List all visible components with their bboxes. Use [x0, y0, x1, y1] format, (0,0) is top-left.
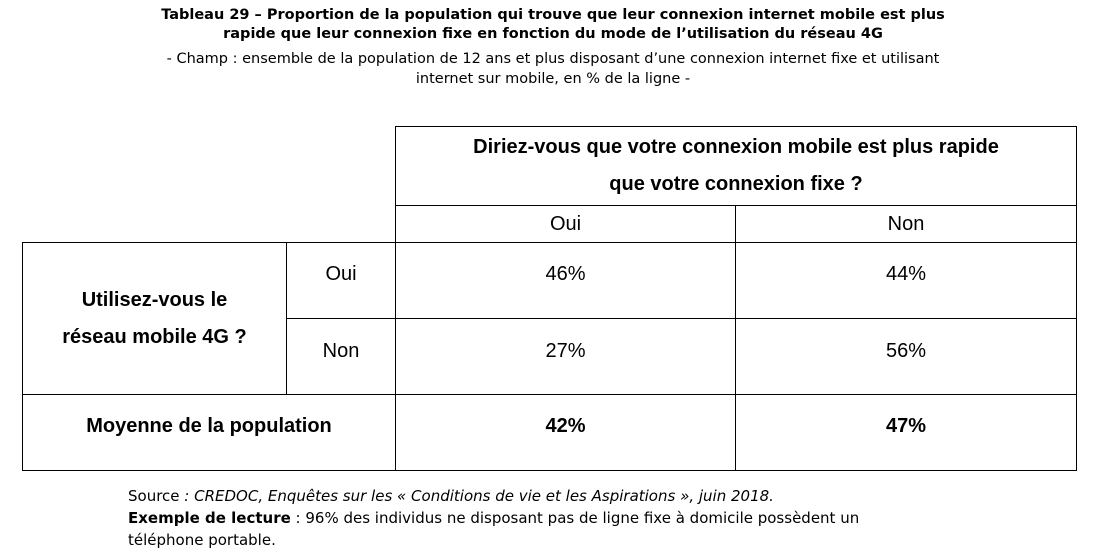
divider — [1076, 126, 1077, 471]
cell-non-oui: 27% — [545, 339, 586, 362]
row-label-oui: Oui — [325, 262, 357, 285]
average-non: 47% — [885, 414, 927, 437]
divider — [735, 205, 736, 471]
row-question-line1: Utilisez-vous le — [81, 288, 228, 311]
divider — [22, 470, 1077, 471]
row-question: Utilisez-vous le réseau mobile 4G ? — [23, 243, 286, 394]
source-text: : CREDOC, Enquêtes sur les « Conditions … — [184, 487, 774, 505]
example-label: Exemple de lecture — [128, 509, 291, 527]
divider — [395, 126, 1077, 127]
table-title-line2: rapide que leur connexion fixe en foncti… — [223, 26, 883, 42]
column-question-line2: que votre connexion fixe ? — [609, 173, 863, 195]
scope-line2: internet sur mobile, en % de la ligne - — [415, 71, 691, 87]
average-label: Moyenne de la population — [86, 414, 332, 437]
column-header-oui: Oui — [549, 212, 582, 235]
divider — [395, 126, 396, 471]
divider — [22, 242, 23, 471]
cell-oui-non: 44% — [885, 262, 927, 285]
reading-example: Exemple de lecture : 96% des individus n… — [128, 507, 859, 529]
table-title-line1: Tableau 29 – Proportion de la population… — [161, 7, 945, 23]
column-question: Diriez-vous que votre connexion mobile e… — [396, 127, 1076, 205]
example-text: : 96% des individus ne disposant pas de … — [290, 509, 860, 527]
divider — [22, 242, 1077, 243]
divider — [22, 394, 1077, 395]
cell-non-non: 56% — [885, 339, 927, 362]
column-header-non: Non — [887, 212, 925, 235]
row-question-line2: réseau mobile 4G ? — [62, 325, 247, 348]
scope-line1: - Champ : ensemble de la population de 1… — [166, 51, 940, 67]
divider — [395, 205, 1077, 206]
row-label-non: Non — [322, 339, 360, 362]
reading-example-cont: téléphone portable. — [128, 531, 276, 549]
divider — [286, 242, 287, 395]
divider — [286, 318, 1077, 319]
source-note: Source : CREDOC, Enquêtes sur les « Cond… — [128, 485, 774, 507]
column-question-line1: Diriez-vous que votre connexion mobile e… — [473, 136, 999, 158]
cell-oui-oui: 46% — [545, 262, 586, 285]
source-label: Source — [128, 487, 185, 505]
average-oui: 42% — [545, 414, 586, 437]
